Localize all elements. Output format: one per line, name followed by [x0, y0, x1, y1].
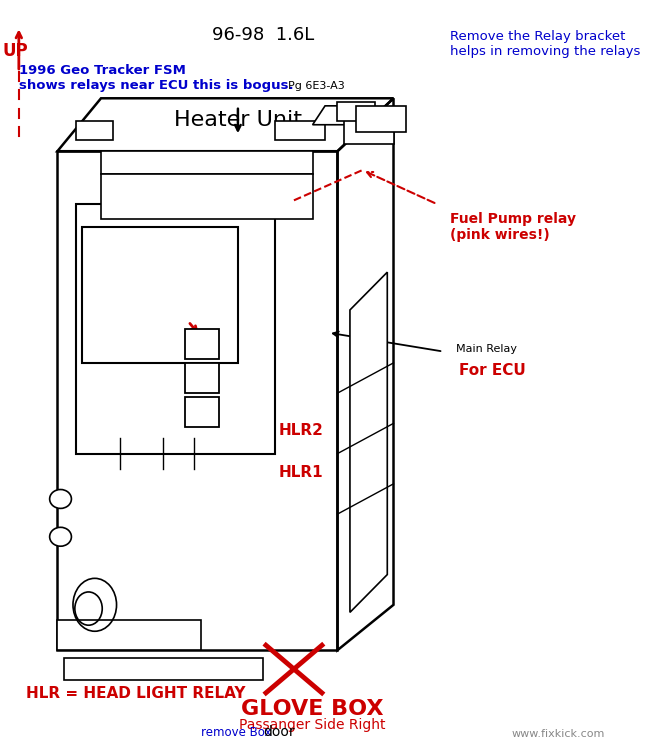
Text: Passanger Side Right: Passanger Side Right [240, 718, 386, 733]
Ellipse shape [50, 490, 72, 508]
Polygon shape [76, 121, 114, 140]
Text: 1996 Geo Tracker FSM
shows relays near ECU this is bogus.: 1996 Geo Tracker FSM shows relays near E… [19, 64, 294, 92]
Polygon shape [337, 102, 375, 121]
Text: HLR2: HLR2 [278, 423, 323, 438]
Polygon shape [185, 397, 219, 427]
Polygon shape [350, 272, 387, 612]
Polygon shape [185, 363, 219, 393]
Text: Remove the Relay bracket
helps in removing the relays: Remove the Relay bracket helps in removi… [450, 30, 640, 58]
Text: 96-98  1.6L: 96-98 1.6L [211, 26, 314, 45]
Text: UP: UP [2, 42, 28, 60]
Polygon shape [344, 110, 393, 144]
Polygon shape [312, 106, 375, 125]
Polygon shape [64, 658, 263, 680]
Polygon shape [185, 329, 219, 359]
Polygon shape [101, 151, 312, 174]
Ellipse shape [50, 528, 72, 547]
Text: GLOVE BOX: GLOVE BOX [242, 699, 384, 719]
Text: Main Relay: Main Relay [456, 344, 516, 354]
Polygon shape [356, 106, 406, 132]
Polygon shape [101, 174, 312, 219]
Text: Pg 6E3-A3: Pg 6E3-A3 [288, 81, 345, 91]
Polygon shape [275, 121, 325, 140]
Text: remove Box: remove Box [201, 727, 271, 739]
Text: door: door [263, 725, 294, 739]
Text: Fuel Pump relay
(pink wires!): Fuel Pump relay (pink wires!) [450, 212, 575, 242]
Text: HLR = HEAD LIGHT RELAY: HLR = HEAD LIGHT RELAY [26, 686, 246, 702]
Text: HLR1: HLR1 [278, 465, 323, 480]
Text: www.fixkick.com: www.fixkick.com [512, 730, 605, 739]
Text: Heater Unit: Heater Unit [174, 110, 302, 129]
Polygon shape [58, 620, 201, 650]
Text: For ECU: For ECU [459, 363, 526, 378]
